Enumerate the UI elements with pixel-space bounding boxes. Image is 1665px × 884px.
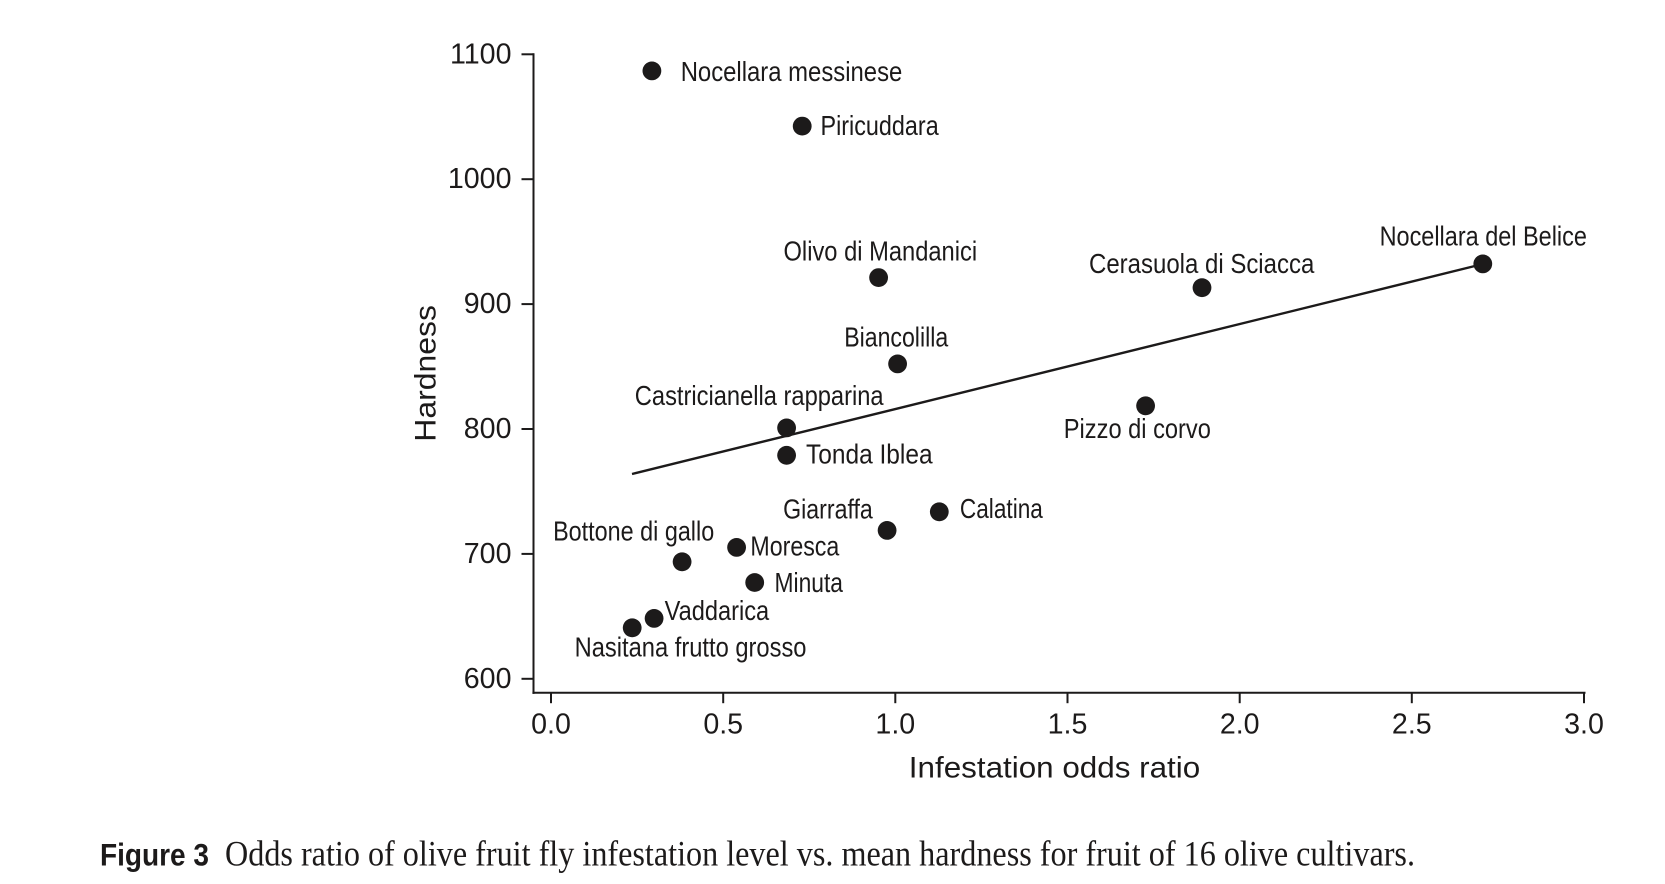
svg-text:Calatina: Calatina	[960, 493, 1044, 524]
svg-text:1.0: 1.0	[875, 709, 915, 741]
svg-text:Nasitana frutto grosso: Nasitana frutto grosso	[575, 632, 807, 663]
svg-text:Hardness: Hardness	[410, 305, 443, 442]
svg-text:Cerasuola di Sciacca: Cerasuola di Sciacca	[1089, 248, 1315, 279]
svg-text:2.5: 2.5	[1392, 709, 1432, 741]
svg-text:800: 800	[464, 413, 512, 445]
svg-text:Vaddarica: Vaddarica	[665, 595, 770, 626]
svg-text:700: 700	[464, 538, 512, 570]
svg-text:1000: 1000	[448, 163, 512, 195]
svg-text:0.5: 0.5	[703, 709, 743, 741]
svg-text:Nocellara del Belice: Nocellara del Belice	[1380, 221, 1587, 252]
svg-text:0.0: 0.0	[531, 709, 571, 741]
svg-text:2.0: 2.0	[1220, 709, 1260, 741]
svg-text:Minuta: Minuta	[775, 567, 844, 598]
svg-text:3.0: 3.0	[1564, 709, 1604, 741]
svg-text:600: 600	[464, 663, 512, 695]
svg-text:Castricianella rapparina: Castricianella rapparina	[635, 380, 884, 411]
svg-text:Giarraffa: Giarraffa	[783, 494, 873, 525]
svg-text:Tonda Iblea: Tonda Iblea	[806, 438, 933, 469]
svg-text:Biancolilla: Biancolilla	[844, 322, 949, 353]
svg-text:Olivo di Mandanici: Olivo di Mandanici	[784, 236, 978, 267]
svg-text:Odds ratio of olive fruit fly: Odds ratio of olive fruit fly infestatio…	[225, 833, 1415, 873]
svg-text:Infestation odds ratio: Infestation odds ratio	[909, 752, 1200, 785]
svg-text:900: 900	[464, 288, 512, 320]
svg-text:1100: 1100	[450, 38, 512, 70]
svg-text:Nocellara messinese: Nocellara messinese	[681, 56, 903, 87]
svg-text:Moresca: Moresca	[750, 530, 839, 561]
svg-text:Pizzo di corvo: Pizzo di corvo	[1064, 413, 1211, 444]
svg-text:Bottone di gallo: Bottone di gallo	[553, 516, 714, 547]
svg-text:Figure 3: Figure 3	[100, 836, 209, 872]
svg-text:1.5: 1.5	[1048, 709, 1088, 741]
svg-text:Piricuddara: Piricuddara	[821, 110, 940, 141]
